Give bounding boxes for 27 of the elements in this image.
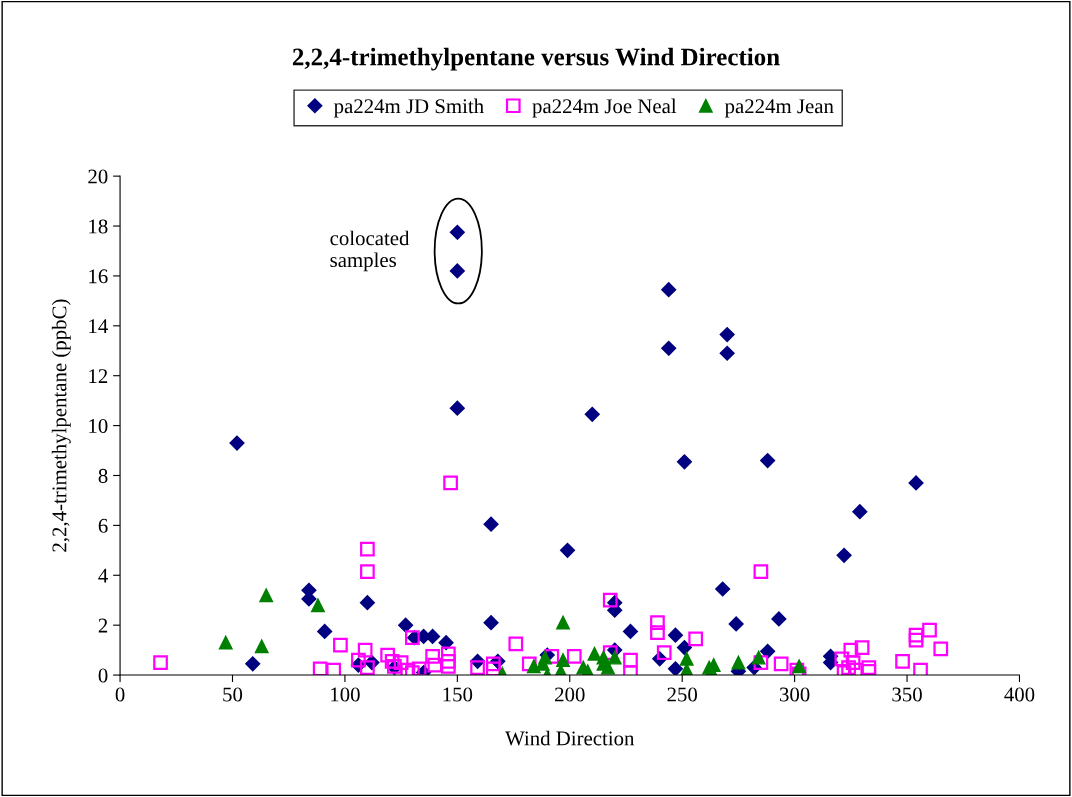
y-tick-label: 0 — [98, 668, 108, 683]
y-tick-label: 8 — [98, 468, 108, 483]
legend-label: pa224m Joe Neal — [532, 98, 677, 118]
legend-label: pa224m JD Smith — [333, 98, 484, 118]
x-tick-label: 300 — [779, 687, 810, 702]
y-axis-title: 2,2,4-trimethylpentane (ppbC) — [51, 299, 71, 552]
y-tick-label: 18 — [89, 219, 108, 234]
x-tick-label: 50 — [223, 687, 243, 702]
x-axis-title: Wind Direction — [505, 730, 635, 746]
y-tick-label: 2 — [98, 618, 108, 633]
y-tick-label: 12 — [89, 369, 108, 383]
x-tick-label: 350 — [892, 687, 922, 702]
x-tick-label: 200 — [555, 687, 585, 702]
y-tick-label: 14 — [89, 319, 108, 334]
y-tick-label: 10 — [89, 418, 108, 434]
y-tick-label: 6 — [98, 518, 108, 533]
x-tick-label: 150 — [443, 687, 473, 702]
chart-title: 2,2,4-trimethylpentane versus Wind Direction — [292, 47, 780, 71]
y-tick-label: 20 — [88, 169, 108, 184]
annotation: colocated samples — [330, 230, 410, 272]
legend-label: pa224m Jean — [724, 99, 834, 118]
x-tick-label: 100 — [331, 687, 360, 702]
x-tick-label: 0 — [115, 687, 125, 702]
x-tick-label: 250 — [667, 687, 698, 702]
y-tick-label: 16 — [89, 269, 108, 284]
y-tick-label: 4 — [98, 568, 108, 583]
x-tick-label: 400 — [1004, 687, 1035, 702]
